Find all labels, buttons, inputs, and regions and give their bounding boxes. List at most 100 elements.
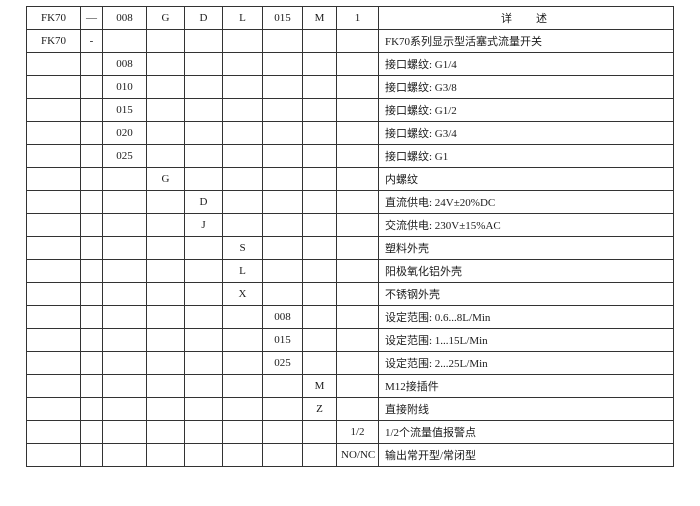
cell-c0: [27, 145, 81, 168]
cell-c1: [81, 145, 103, 168]
cell-c7: [303, 122, 337, 145]
cell-c1: [81, 53, 103, 76]
cell-c1: [81, 352, 103, 375]
table-row: 1/21/2个流量值报警点: [27, 421, 674, 444]
cell-desc: 塑料外壳: [379, 237, 674, 260]
cell-desc: 接口螺纹: G1/2: [379, 99, 674, 122]
cell-c2: [103, 30, 147, 53]
cell-c7: Z: [303, 398, 337, 421]
cell-c3: [147, 122, 185, 145]
cell-c4: [185, 306, 223, 329]
cell-c7: [303, 260, 337, 283]
cell-c2: 020: [103, 122, 147, 145]
cell-c3: [147, 398, 185, 421]
cell-c7: [303, 30, 337, 53]
cell-c1: [81, 283, 103, 306]
cell-c3: [147, 30, 185, 53]
header-cell-c2: 008: [103, 7, 147, 30]
cell-c0: [27, 237, 81, 260]
cell-desc: 接口螺纹: G1: [379, 145, 674, 168]
cell-c4: J: [185, 214, 223, 237]
cell-c2: 015: [103, 99, 147, 122]
cell-c0: [27, 398, 81, 421]
cell-c7: [303, 214, 337, 237]
header-cell-c7: M: [303, 7, 337, 30]
cell-c8: [337, 99, 379, 122]
cell-c7: [303, 53, 337, 76]
cell-desc: 直流供电: 24V±20%DC: [379, 191, 674, 214]
cell-c6: [263, 99, 303, 122]
cell-c7: [303, 145, 337, 168]
cell-c1: [81, 191, 103, 214]
ordering-code-table: FK70—008GDL015M1详述FK70-FK70系列显示型活塞式流量开关0…: [26, 6, 674, 467]
cell-c5: [223, 444, 263, 467]
header-cell-c3: G: [147, 7, 185, 30]
cell-c4: [185, 283, 223, 306]
table-row: D 直流供电: 24V±20%DC: [27, 191, 674, 214]
cell-c3: [147, 352, 185, 375]
cell-c4: [185, 329, 223, 352]
cell-c1: [81, 99, 103, 122]
cell-c1: [81, 444, 103, 467]
table-row: 015 接口螺纹: G1/2: [27, 99, 674, 122]
cell-c3: [147, 145, 185, 168]
cell-desc: 阳极氧化铝外壳: [379, 260, 674, 283]
cell-c1: [81, 122, 103, 145]
cell-c6: [263, 76, 303, 99]
cell-c1: [81, 329, 103, 352]
header-row: FK70—008GDL015M1详述: [27, 7, 674, 30]
cell-c8: [337, 122, 379, 145]
cell-c4: [185, 99, 223, 122]
header-cell-c4: D: [185, 7, 223, 30]
cell-c4: D: [185, 191, 223, 214]
header-cell-c1: —: [81, 7, 103, 30]
table-row: S塑料外壳: [27, 237, 674, 260]
cell-c6: [263, 375, 303, 398]
cell-c4: [185, 30, 223, 53]
cell-c4: [185, 53, 223, 76]
cell-desc: M12接插件: [379, 375, 674, 398]
cell-desc: 接口螺纹: G1/4: [379, 53, 674, 76]
cell-desc: FK70系列显示型活塞式流量开关: [379, 30, 674, 53]
cell-c3: [147, 421, 185, 444]
cell-c8: [337, 30, 379, 53]
table-row: Z直接附线: [27, 398, 674, 421]
cell-c0: [27, 260, 81, 283]
cell-c3: [147, 76, 185, 99]
cell-c0: [27, 444, 81, 467]
cell-c1: [81, 306, 103, 329]
cell-c2: [103, 444, 147, 467]
cell-c1: [81, 237, 103, 260]
cell-c2: [103, 352, 147, 375]
cell-c0: [27, 191, 81, 214]
cell-c1: [81, 214, 103, 237]
cell-c0: [27, 168, 81, 191]
table-row: 020 接口螺纹: G3/4: [27, 122, 674, 145]
cell-c0: [27, 329, 81, 352]
cell-c5: [223, 53, 263, 76]
cell-c6: [263, 214, 303, 237]
cell-c8: NO/NC: [337, 444, 379, 467]
cell-c2: 010: [103, 76, 147, 99]
cell-c0: [27, 421, 81, 444]
cell-c7: [303, 191, 337, 214]
cell-c4: [185, 237, 223, 260]
cell-c1: [81, 421, 103, 444]
cell-c0: [27, 352, 81, 375]
cell-c7: [303, 421, 337, 444]
cell-c0: [27, 53, 81, 76]
cell-c1: -: [81, 30, 103, 53]
cell-c3: [147, 237, 185, 260]
cell-c6: [263, 421, 303, 444]
cell-c8: [337, 329, 379, 352]
cell-c4: [185, 76, 223, 99]
cell-c5: [223, 145, 263, 168]
cell-c6: [263, 283, 303, 306]
cell-c8: [337, 375, 379, 398]
cell-c7: M: [303, 375, 337, 398]
cell-desc: 接口螺纹: G3/4: [379, 122, 674, 145]
cell-c4: [185, 375, 223, 398]
cell-c2: [103, 421, 147, 444]
cell-c6: [263, 122, 303, 145]
cell-c3: [147, 375, 185, 398]
